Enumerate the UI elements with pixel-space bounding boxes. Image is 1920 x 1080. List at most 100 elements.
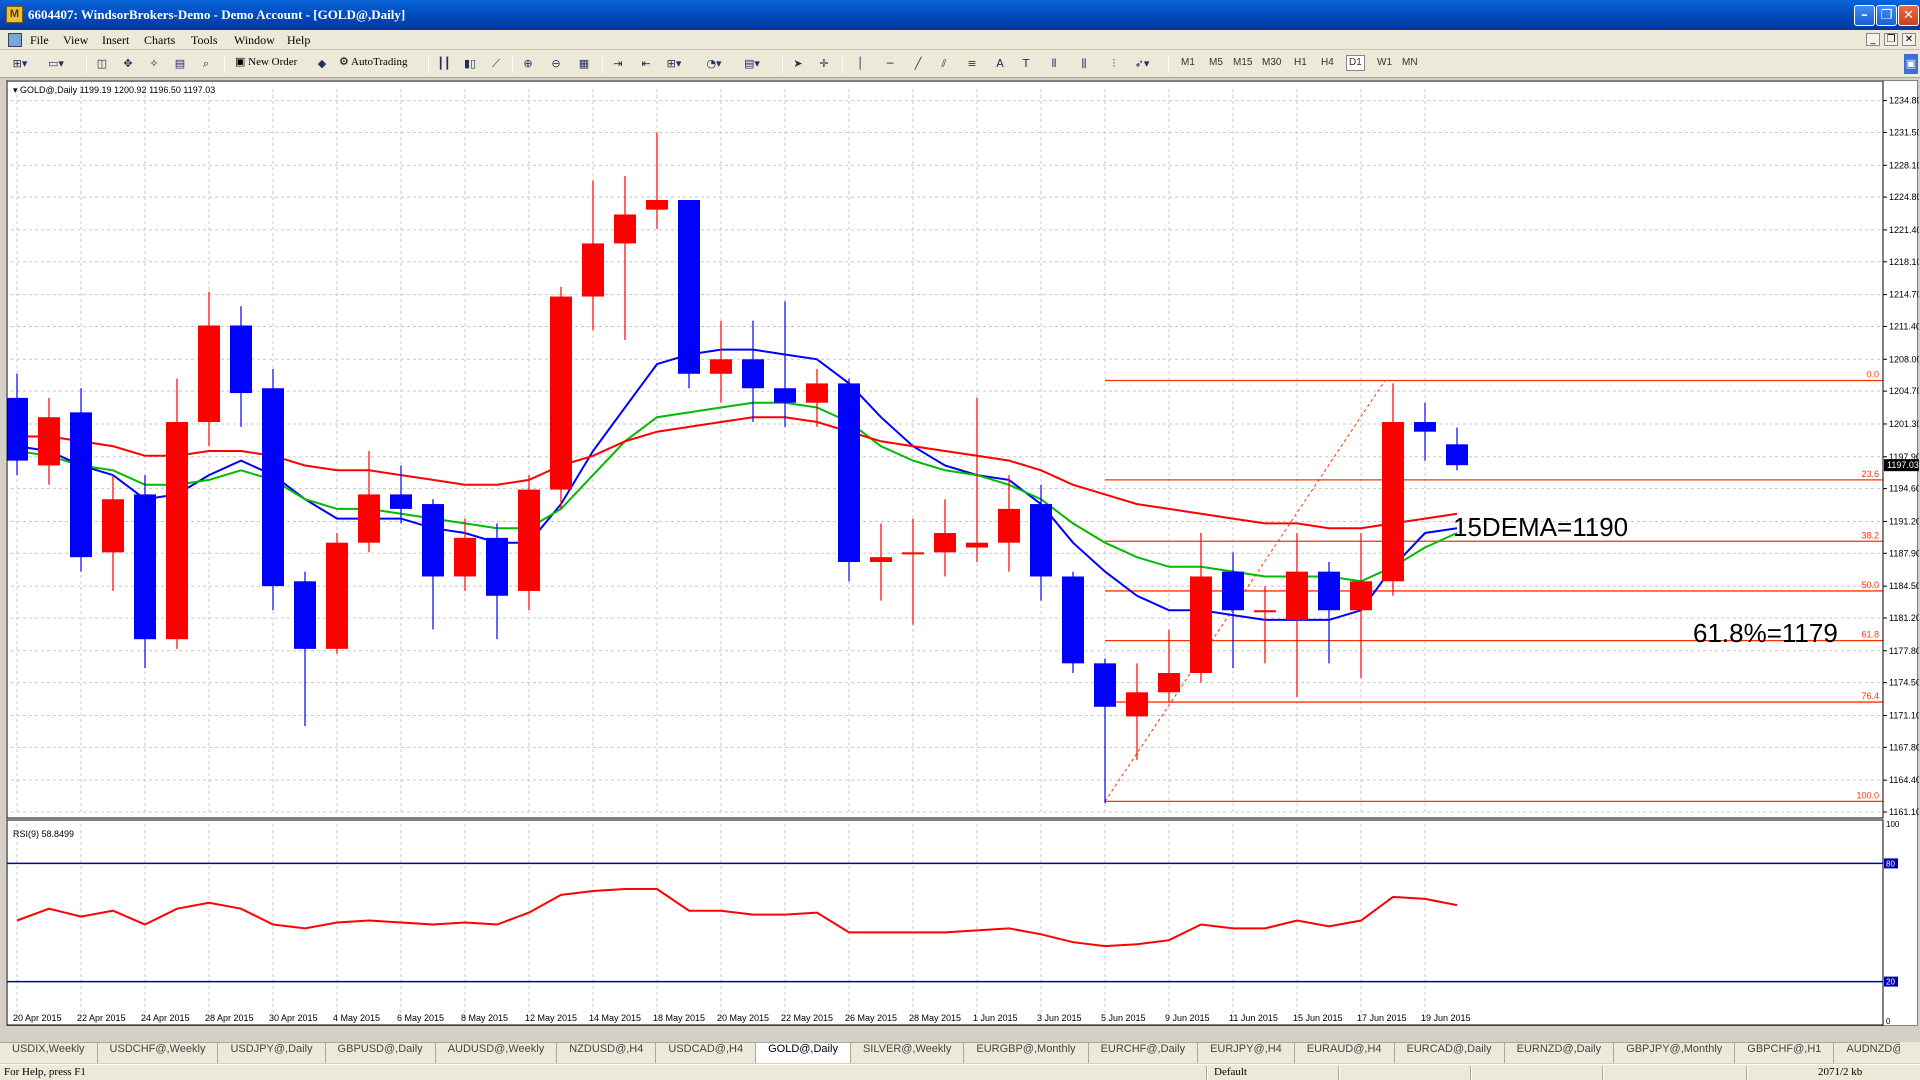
candle[interactable] <box>902 518 924 625</box>
menu-view[interactable]: View <box>63 33 89 47</box>
equidistant-channel-icon[interactable]: ⫽ <box>941 57 947 70</box>
zoom-in-icon[interactable]: ⊕ <box>523 57 533 70</box>
strategy-tester-icon[interactable]: ⌕ <box>202 57 210 70</box>
symbol-tab[interactable]: USDJPY@,Daily <box>218 1043 326 1063</box>
symbol-tab[interactable]: USDCAD@,H4 <box>656 1043 757 1063</box>
auto-scroll-icon[interactable]: ⇥ <box>613 57 623 70</box>
timeframe-m1[interactable]: M1 <box>1181 57 1195 68</box>
tile-windows-icon[interactable]: ▦ <box>578 57 590 70</box>
profiles-icon[interactable]: ▭▾ <box>48 57 64 70</box>
new-order-button[interactable]: ▣ New Order <box>235 56 298 68</box>
new-chart-icon[interactable]: ⊞▾ <box>12 57 28 70</box>
symbol-tab[interactable]: GBPJPY@,Monthly <box>1614 1043 1736 1063</box>
candle[interactable] <box>1126 663 1148 760</box>
candle[interactable] <box>1350 533 1372 678</box>
candle[interactable] <box>966 397 988 562</box>
fibonacci-retracement-icon[interactable]: ≡ <box>967 57 977 70</box>
candle[interactable] <box>326 533 348 654</box>
candle[interactable] <box>1446 427 1468 471</box>
app-icon[interactable]: M <box>6 6 23 23</box>
autotrading-button[interactable]: ⚙ AutoTrading <box>339 56 408 68</box>
tab-scroll-arrows[interactable] <box>1900 1042 1920 1063</box>
mdi-restore-button[interactable]: ❐ <box>1884 33 1898 46</box>
candle[interactable] <box>1414 402 1436 461</box>
candle[interactable] <box>134 475 156 669</box>
candle[interactable] <box>550 286 572 509</box>
crosshair-icon[interactable]: ✛ <box>819 57 829 70</box>
candle[interactable] <box>1382 383 1404 596</box>
candle[interactable] <box>518 475 540 611</box>
text-label-icon[interactable]: T <box>1022 57 1030 70</box>
bar-chart-icon[interactable]: ┃┃ <box>437 57 451 70</box>
menu-window[interactable]: Window <box>234 33 275 47</box>
candle[interactable] <box>742 320 764 423</box>
candle[interactable] <box>294 571 316 727</box>
candle[interactable] <box>1094 658 1116 804</box>
mdi-close-button[interactable]: ✕ <box>1902 33 1916 46</box>
timeframe-m15[interactable]: M15 <box>1233 57 1253 68</box>
candle[interactable] <box>998 475 1020 572</box>
community-icon[interactable]: ▣ <box>1904 54 1918 74</box>
candle[interactable] <box>1158 629 1180 702</box>
terminal-icon[interactable]: ▤ <box>174 57 186 70</box>
line-chart-icon[interactable]: ⟋ <box>492 57 500 70</box>
data-window-icon[interactable]: ✥ <box>123 57 133 70</box>
minimize-button[interactable]: – <box>1854 5 1875 26</box>
symbol-tab[interactable]: GBPCHF@,H1 <box>1735 1043 1835 1063</box>
candle[interactable] <box>1190 533 1212 683</box>
candle[interactable] <box>710 320 732 403</box>
periods-icon[interactable]: ◔▾ <box>706 57 722 70</box>
candle[interactable] <box>358 450 380 553</box>
timeframe-d1[interactable]: D1 <box>1346 55 1365 71</box>
candle[interactable] <box>1222 552 1244 669</box>
timeframe-w1[interactable]: W1 <box>1377 57 1392 68</box>
fibo-fan-icon[interactable]: ⫼ <box>1081 57 1087 70</box>
fibo-arcs-icon[interactable]: ⫶ <box>1112 57 1116 70</box>
chart-window[interactable]: 0.0 23.6 38.2 50.0 61.8 76.4 100.0 1234.80 1231… <box>6 80 1919 1026</box>
candle[interactable] <box>774 301 796 427</box>
symbol-tab[interactable]: AUDUSD@,Weekly <box>436 1043 558 1063</box>
candle[interactable] <box>166 378 188 649</box>
horizontal-line-icon[interactable]: ─ <box>886 57 894 70</box>
menu-tools[interactable]: Tools <box>191 33 218 47</box>
metaeditor-icon[interactable]: ◆ <box>317 57 327 70</box>
candle[interactable] <box>38 397 60 485</box>
vertical-line-icon[interactable]: │ <box>856 57 864 70</box>
candle[interactable] <box>102 475 124 591</box>
candle[interactable] <box>806 368 828 427</box>
zoom-out-icon[interactable]: ⊖ <box>551 57 561 70</box>
symbol-tab[interactable]: NZDUSD@,H4 <box>557 1043 657 1063</box>
symbol-tab[interactable]: GBPUSD@,Daily <box>326 1043 436 1063</box>
restore-button[interactable]: ❐ <box>1876 5 1897 26</box>
mdi-minimize-button[interactable]: _ <box>1866 33 1880 46</box>
candle[interactable] <box>198 291 220 447</box>
candle[interactable] <box>262 368 284 611</box>
candle[interactable] <box>390 465 412 524</box>
symbol-tab[interactable]: SILVER@,Weekly <box>851 1043 965 1063</box>
navigator-icon[interactable]: ✧ <box>149 57 159 70</box>
timeframe-h4[interactable]: H4 <box>1321 57 1334 68</box>
menu-help[interactable]: Help <box>287 33 311 47</box>
candle[interactable] <box>1286 533 1308 698</box>
symbol-tab[interactable]: USDIX,Weekly <box>0 1043 98 1063</box>
candle[interactable] <box>582 180 604 331</box>
market-watch-icon[interactable]: ◫ <box>96 57 108 70</box>
candle[interactable] <box>7 373 28 476</box>
timeframe-mn[interactable]: MN <box>1402 57 1418 68</box>
indicators-icon[interactable]: ⊞▾ <box>666 57 682 70</box>
candle[interactable] <box>870 523 892 601</box>
trendline-icon[interactable]: ╱ <box>914 57 922 70</box>
candle[interactable] <box>614 175 636 340</box>
timeframe-m30[interactable]: M30 <box>1262 57 1282 68</box>
text-tool-icon[interactable]: A <box>996 57 1004 70</box>
candle[interactable] <box>230 306 252 427</box>
candlestick-icon[interactable]: ▮▯ <box>463 57 477 70</box>
menu-charts[interactable]: Charts <box>144 33 176 47</box>
candle[interactable] <box>486 523 508 640</box>
timeframe-h1[interactable]: H1 <box>1294 57 1307 68</box>
symbol-tab[interactable]: EURAUD@,H4 <box>1295 1043 1395 1063</box>
gann-icon[interactable]: ⦀ <box>1051 57 1057 70</box>
timeframe-m5[interactable]: M5 <box>1209 57 1223 68</box>
candle[interactable] <box>646 132 668 229</box>
symbol-tab[interactable]: EURNZD@,Daily <box>1505 1043 1615 1063</box>
